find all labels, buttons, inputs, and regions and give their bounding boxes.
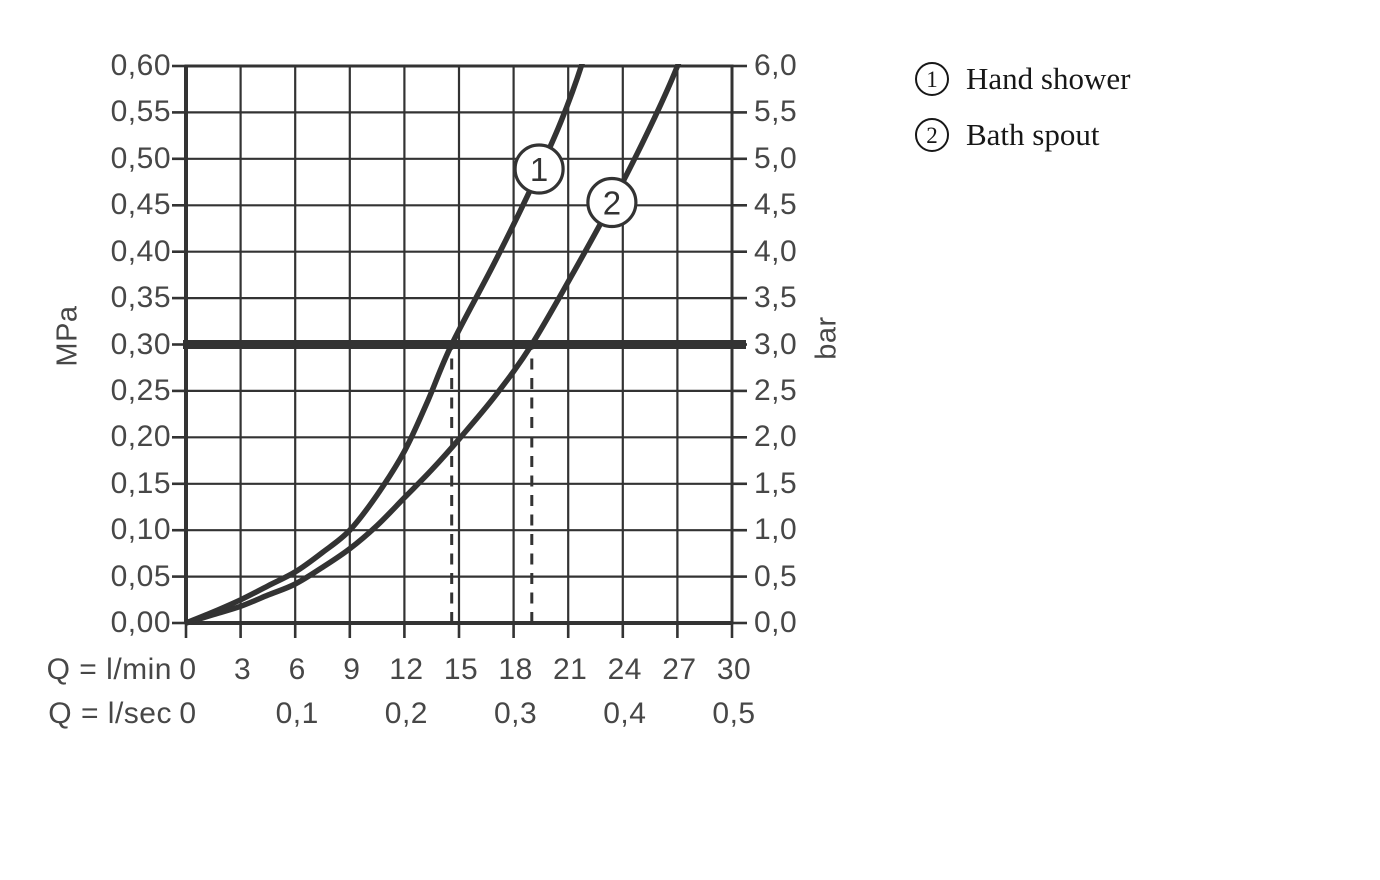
lmin-tick-label: 6: [288, 653, 306, 686]
bar-tick-label: 3,0: [754, 327, 798, 361]
bar-tick-label: 5,0: [754, 141, 798, 175]
bar-tick-label: 0,0: [754, 606, 798, 639]
lsec-tick-label: 0,3: [493, 697, 538, 730]
lmin-tick-label: 30: [716, 653, 752, 686]
series-curves: [185, 64, 682, 626]
lsec-tick-label: 0: [179, 697, 197, 730]
mpa-tick-label: 0,55: [110, 95, 171, 129]
bar-tick-label: 6,0: [754, 49, 798, 82]
mpa-tick-label: 0,15: [110, 466, 171, 500]
legend-item-hand-shower: 1 Hand shower: [915, 61, 1131, 97]
bar-tick-label: 0,5: [754, 559, 798, 593]
lmin-tick-label: 24: [607, 653, 642, 686]
lmin-tick-label: 18: [498, 653, 533, 686]
curve-marker-1: 1: [513, 143, 565, 195]
lmin-tick-label: 12: [389, 653, 424, 686]
lsec-tick-label: 0,4: [603, 697, 647, 730]
x-axis-lsec-prefix: Q = l/sec: [48, 697, 172, 730]
bar-tick-label: 5,5: [754, 95, 798, 129]
svg-text:1: 1: [530, 151, 548, 188]
lsec-tick-label: 0,2: [384, 697, 428, 730]
lmin-tick-label: 0: [179, 653, 197, 686]
lmin-tick-label: 21: [553, 653, 588, 686]
bar-tick-label: 2,0: [754, 420, 798, 454]
mpa-tick-label: 0,00: [110, 606, 171, 639]
mpa-tick-label: 0,50: [110, 141, 171, 175]
bar-tick-label: 1,0: [754, 513, 798, 547]
bar-tick-label: 2,5: [754, 373, 798, 407]
mpa-tick-label: 0,30: [110, 327, 171, 361]
svg-text:2: 2: [603, 184, 621, 221]
mpa-tick-label: 0,45: [110, 188, 171, 222]
bar-tick-label: 4,0: [754, 234, 798, 268]
right-axis-unit-label: bar: [810, 316, 843, 360]
bar-tick-label: 1,5: [754, 466, 798, 500]
bar-tick-label: 4,5: [754, 188, 798, 222]
bar-tick-label: 3,5: [754, 281, 798, 315]
mpa-tick-label: 0,05: [110, 559, 171, 593]
mpa-tick-label: 0,25: [110, 373, 171, 407]
legend-symbol-1-icon: 1: [915, 62, 949, 97]
mpa-tick-label: 0,20: [110, 420, 171, 454]
legend-label-hand-shower: Hand shower: [966, 61, 1131, 96]
x-axis-lmin-prefix: Q = l/min: [46, 653, 172, 686]
legend-symbol-2-icon: 2: [915, 118, 949, 153]
lsec-tick-label: 0,5: [712, 697, 756, 730]
mpa-tick-label: 0,60: [110, 49, 171, 82]
curve-2: [185, 64, 682, 626]
legend-item-bath-spout: 2 Bath spout: [915, 117, 1130, 153]
mpa-tick-label: 0,40: [110, 234, 171, 268]
lmin-tick-label: 27: [662, 653, 697, 686]
curve-1: [185, 64, 585, 626]
lsec-tick-label: 0,1: [275, 697, 319, 730]
lmin-tick-label: 15: [443, 653, 479, 686]
mpa-tick-label: 0,10: [110, 513, 171, 547]
drop-lines: [450, 349, 534, 623]
lmin-tick-label: 9: [343, 653, 361, 686]
legend-label-bath-spout: Bath spout: [966, 117, 1100, 153]
legend: 1 Hand shower 2 Bath spout: [915, 61, 1131, 153]
left-axis-unit-label: MPa: [51, 305, 84, 367]
mpa-tick-label: 0,35: [110, 281, 171, 315]
lmin-tick-label: 3: [234, 653, 252, 686]
curve-marker-2: 2: [586, 176, 638, 229]
